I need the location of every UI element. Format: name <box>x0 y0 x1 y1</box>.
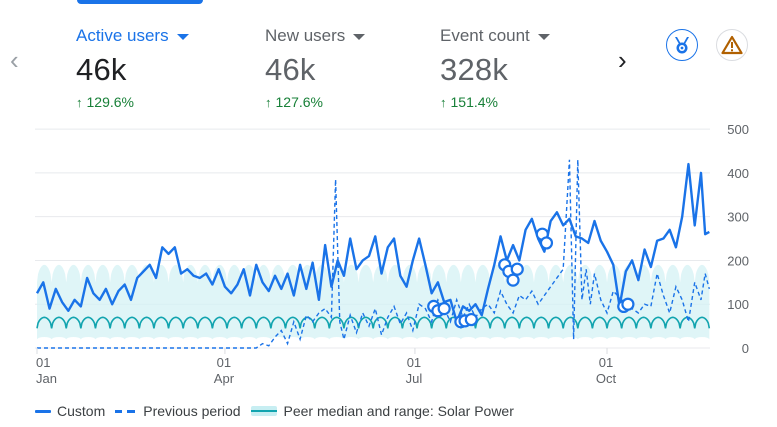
metric-card-new-users[interactable]: New users 46k ↑ 127.6% <box>265 26 366 110</box>
anomaly-marker <box>621 297 635 311</box>
metric-label-text: Active users <box>76 26 169 45</box>
medal-icon <box>675 37 689 54</box>
peer-median-line <box>36 316 711 329</box>
x-tick-month: Oct <box>596 371 617 386</box>
chart-lines <box>35 159 711 349</box>
y-tick-label: 300 <box>727 210 749 225</box>
metric-label[interactable]: New users <box>265 26 366 46</box>
metric-delta: ↑ 151.4% <box>440 94 550 110</box>
legend-label: Peer median and range: Solar Power <box>283 403 514 419</box>
caret-down-icon <box>353 34 366 40</box>
metric-delta-text: 127.6% <box>275 94 323 110</box>
chart-legend: Custom Previous period Peer median and r… <box>35 403 524 419</box>
warning-button[interactable] <box>716 29 748 61</box>
solid-line-swatch <box>35 409 51 413</box>
metric-delta: ↑ 129.6% <box>76 94 189 110</box>
x-tick-month: Jul <box>406 371 423 386</box>
anomaly-marker <box>506 273 520 287</box>
dashed-line-swatch <box>115 409 136 413</box>
metric-value: 46k <box>76 52 127 87</box>
y-tick-label: 100 <box>727 297 749 312</box>
metric-value: 46k <box>265 52 316 87</box>
metric-delta-text: 129.6% <box>86 94 134 110</box>
y-tick-label: 500 <box>727 122 749 137</box>
y-tick-label: 400 <box>727 166 749 181</box>
peer-range-area <box>37 264 710 340</box>
metric-label-text: Event count <box>440 26 530 45</box>
chevron-right-icon[interactable]: › <box>618 45 627 75</box>
metric-delta: ↑ 127.6% <box>265 94 365 110</box>
x-tick-day: 01 <box>36 355 50 370</box>
metric-delta-text: 151.4% <box>450 94 498 110</box>
chevron-left-icon[interactable]: ‹ <box>10 45 19 75</box>
arrow-up-icon: ↑ <box>76 94 83 110</box>
metric-label[interactable]: Event count <box>440 26 550 46</box>
x-tick-day: 01 <box>217 355 231 370</box>
x-tick-day: 01 <box>599 355 613 370</box>
metric-card-event-count[interactable]: Event count 328k ↑ 151.4% <box>440 26 550 110</box>
anomaly-markers <box>427 227 635 329</box>
anomaly-marker <box>464 312 478 327</box>
caret-down-icon <box>176 34 189 40</box>
caret-down-icon <box>537 34 550 40</box>
y-axis-ticks: 0 100 200 300 400 500 <box>727 122 749 356</box>
arrow-up-icon: ↑ <box>440 94 447 110</box>
legend-item-custom[interactable]: Custom <box>35 403 105 419</box>
legend-item-previous-period[interactable]: Previous period <box>115 403 241 419</box>
x-tick-day: 01 <box>407 355 421 370</box>
legend-label: Custom <box>57 403 106 419</box>
benchmark-badge-button[interactable] <box>666 29 698 61</box>
selected-tab-indicator <box>77 0 203 4</box>
y-tick-label: 0 <box>742 341 749 356</box>
warning-triangle-icon <box>721 35 743 55</box>
metric-card-active-users[interactable]: Active users 46k ↑ 129.6% <box>76 26 189 110</box>
x-tick-month: Jan <box>36 371 57 386</box>
peer-band-swatch <box>250 406 277 416</box>
y-tick-label: 200 <box>727 253 749 268</box>
legend-label: Previous period <box>143 403 241 419</box>
anomaly-marker <box>510 262 524 276</box>
anomaly-marker <box>437 301 451 316</box>
custom-line <box>35 162 710 323</box>
arrow-up-icon: ↑ <box>265 94 272 110</box>
metric-value: 328k <box>440 52 509 87</box>
peer-range-band <box>37 264 710 340</box>
anomaly-marker <box>539 236 554 250</box>
x-tick-month: Apr <box>214 371 235 386</box>
metric-label-text: New users <box>265 26 346 45</box>
legend-item-peer[interactable]: Peer median and range: Solar Power <box>250 403 514 419</box>
metric-label[interactable]: Active users <box>76 26 189 46</box>
